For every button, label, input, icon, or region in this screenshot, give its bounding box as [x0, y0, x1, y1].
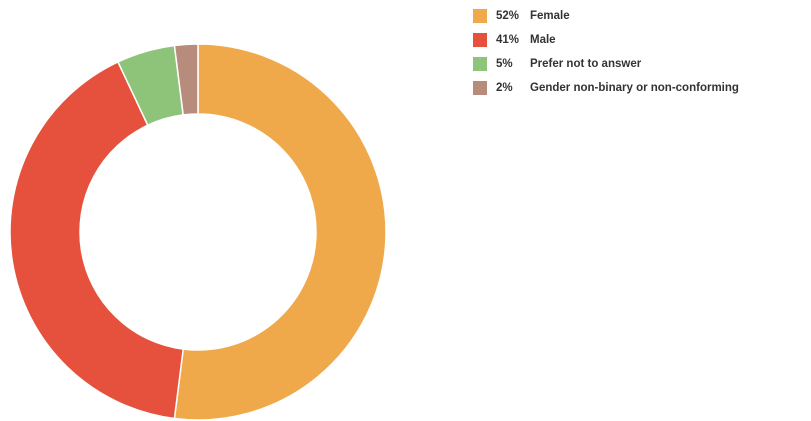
slice-non-binary[interactable]	[173, 43, 199, 116]
legend-item-male[interactable]: 41% Male	[473, 30, 739, 50]
legend-pct-prefer-not: 5%	[496, 58, 513, 70]
legend-item-non-binary[interactable]: 2% Gender non-binary or non-conforming	[473, 78, 739, 98]
legend-label-female: Female	[530, 10, 570, 22]
slice-female[interactable]	[173, 43, 387, 421]
legend-swatch-non-binary	[473, 81, 487, 95]
slice-male[interactable]	[9, 60, 185, 420]
legend-label-prefer-not: Prefer not to answer	[530, 58, 642, 70]
legend-item-female[interactable]: 52% Female	[473, 6, 739, 26]
legend-pct-female: 52%	[496, 10, 520, 22]
chart-legend: 52% Female 41% Male 5% Prefer not to ans…	[473, 6, 739, 102]
legend-item-prefer-not[interactable]: 5% Prefer not to answer	[473, 54, 739, 74]
legend-swatch-female	[473, 9, 487, 23]
legend-label-male: Male	[530, 34, 556, 46]
legend-swatch-prefer-not	[473, 57, 487, 71]
legend-pct-male: 41%	[496, 34, 520, 46]
donut-slices	[9, 43, 387, 421]
legend-pct-non-binary: 2%	[496, 82, 513, 94]
legend-label-non-binary: Gender non-binary or non-conforming	[530, 82, 739, 94]
legend-swatch-male	[473, 33, 487, 47]
